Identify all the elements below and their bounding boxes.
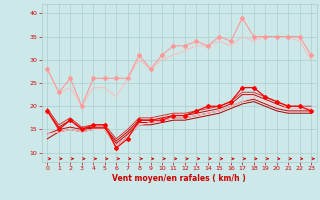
X-axis label: Vent moyen/en rafales ( km/h ): Vent moyen/en rafales ( km/h ) [112, 174, 246, 183]
